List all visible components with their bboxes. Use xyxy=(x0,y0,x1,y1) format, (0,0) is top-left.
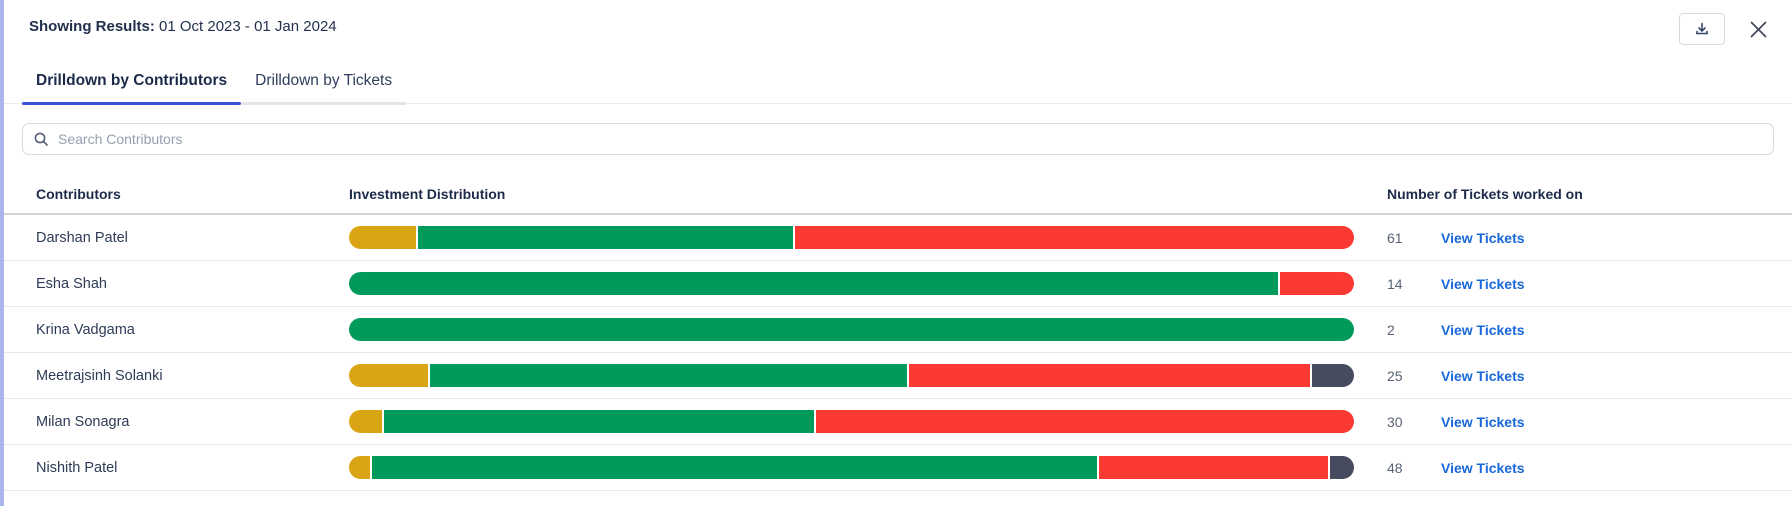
bar-segment-green xyxy=(429,364,908,387)
bar-segment-red xyxy=(816,410,1354,433)
bar-segment-amber xyxy=(349,456,370,479)
ticket-count: 14 xyxy=(1387,275,1403,292)
view-tickets-link[interactable]: View Tickets xyxy=(1441,229,1525,246)
distribution-bar xyxy=(349,318,1354,341)
view-tickets-link[interactable]: View Tickets xyxy=(1441,367,1525,384)
close-button[interactable] xyxy=(1749,20,1768,39)
bar-segment-amber xyxy=(349,410,383,433)
ticket-count: 2 xyxy=(1387,321,1395,338)
ticket-count: 30 xyxy=(1387,413,1403,430)
table-body: Darshan Patel 61 View Tickets Esha Shah … xyxy=(4,215,1792,491)
table-row: Esha Shah 14 View Tickets xyxy=(4,261,1792,307)
showing-results-label: Showing Results: xyxy=(29,18,155,35)
contributor-name: Krina Vadgama xyxy=(36,321,135,338)
view-tickets-link[interactable]: View Tickets xyxy=(1441,413,1525,430)
search-icon xyxy=(33,131,49,147)
tab-bar: Drilldown by Contributors Drilldown by T… xyxy=(4,62,1792,105)
table-row: Nishith Patel 48 View Tickets xyxy=(4,445,1792,491)
top-bar: Showing Results: 01 Oct 2023 - 01 Jan 20… xyxy=(4,0,1792,50)
table-row: Krina Vadgama 2 View Tickets xyxy=(4,307,1792,353)
search-input[interactable] xyxy=(58,131,1763,147)
table-header: Contributors Investment Distribution Num… xyxy=(4,175,1792,215)
showing-results-text: Showing Results: 01 Oct 2023 - 01 Jan 20… xyxy=(29,13,337,35)
column-header-number-of-tickets: Number of Tickets worked on xyxy=(1387,186,1583,202)
search-box xyxy=(22,123,1774,155)
bar-segment-dark xyxy=(1330,456,1354,479)
bar-segment-dark xyxy=(1312,364,1354,387)
distribution-bar xyxy=(349,272,1354,295)
contributor-name: Milan Sonagra xyxy=(36,413,130,430)
view-tickets-link[interactable]: View Tickets xyxy=(1441,321,1525,338)
table-row: Meetrajsinh Solanki 25 View Tickets xyxy=(4,353,1792,399)
contributor-name: Meetrajsinh Solanki xyxy=(36,367,163,384)
contributor-name: Nishith Patel xyxy=(36,459,118,476)
distribution-bar xyxy=(349,364,1354,387)
tab-drilldown-by-contributors[interactable]: Drilldown by Contributors xyxy=(22,62,242,105)
contributor-name: Esha Shah xyxy=(36,275,107,292)
download-button[interactable] xyxy=(1679,13,1725,45)
table-row: Darshan Patel 61 View Tickets xyxy=(4,215,1792,261)
tab-label: Drilldown by Tickets xyxy=(255,72,393,89)
bar-segment-green xyxy=(371,456,1098,479)
showing-results-value: 01 Oct 2023 - 01 Jan 2024 xyxy=(159,18,337,35)
bar-segment-green xyxy=(418,226,794,249)
view-tickets-link[interactable]: View Tickets xyxy=(1441,275,1525,292)
bar-segment-red xyxy=(1099,456,1329,479)
view-tickets-link[interactable]: View Tickets xyxy=(1441,459,1525,476)
ticket-count: 25 xyxy=(1387,367,1403,384)
ticket-count: 61 xyxy=(1387,229,1403,246)
download-icon xyxy=(1694,21,1710,37)
contributor-name: Darshan Patel xyxy=(36,229,128,246)
column-header-contributors: Contributors xyxy=(36,186,121,202)
bar-segment-red xyxy=(795,226,1354,249)
close-icon xyxy=(1749,20,1768,39)
top-actions xyxy=(1679,13,1768,45)
table-row: Milan Sonagra 30 View Tickets xyxy=(4,399,1792,445)
bar-segment-amber xyxy=(349,364,428,387)
distribution-bar xyxy=(349,410,1354,433)
bar-segment-amber xyxy=(349,226,417,249)
tab-drilldown-by-tickets[interactable]: Drilldown by Tickets xyxy=(241,62,407,105)
distribution-bar xyxy=(349,456,1354,479)
bar-segment-red xyxy=(909,364,1311,387)
distribution-bar xyxy=(349,226,1354,249)
bar-segment-red xyxy=(1279,272,1354,295)
bar-segment-green xyxy=(349,272,1278,295)
bar-segment-green xyxy=(349,318,1354,341)
ticket-count: 48 xyxy=(1387,459,1403,476)
column-header-investment-distribution: Investment Distribution xyxy=(349,186,506,202)
bar-segment-green xyxy=(384,410,815,433)
tab-label: Drilldown by Contributors xyxy=(36,72,228,89)
